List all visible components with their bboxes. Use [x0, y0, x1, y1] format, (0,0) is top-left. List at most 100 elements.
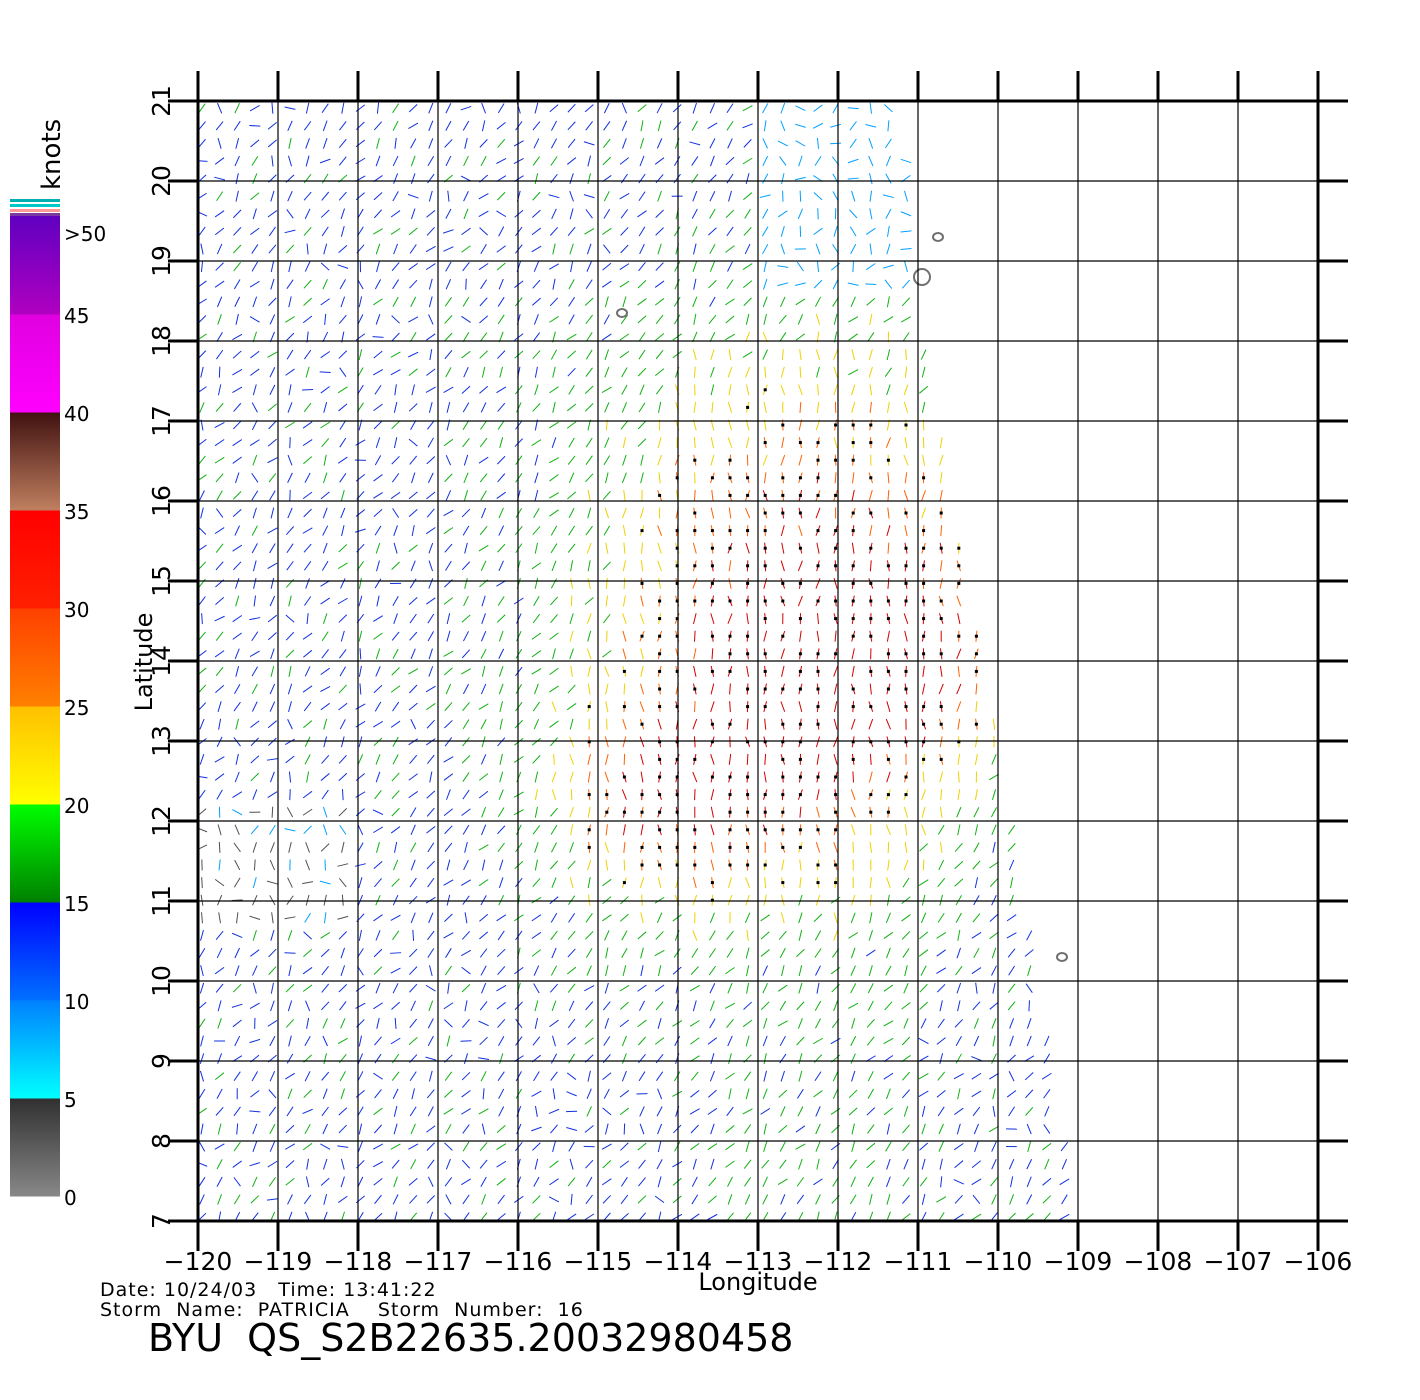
wind-vector	[691, 208, 698, 219]
wind-vector	[302, 790, 313, 799]
rain-flag	[728, 669, 732, 673]
wind-vector	[620, 244, 629, 254]
wind-vector	[534, 542, 539, 554]
wind-vector	[531, 632, 542, 640]
wind-vector	[972, 913, 981, 923]
wind-vector	[198, 684, 207, 694]
wind-vector	[515, 930, 523, 941]
wind-vector	[937, 912, 945, 923]
wind-vector	[1007, 1001, 1016, 1011]
wind-vector	[271, 102, 274, 114]
rain-flag	[904, 599, 908, 603]
wind-vector	[479, 1001, 488, 1011]
wind-vector	[373, 826, 383, 834]
wind-vector	[217, 894, 223, 906]
wind-vector	[462, 789, 470, 800]
wind-vector	[550, 614, 558, 624]
wind-vector	[498, 560, 504, 572]
rain-flag	[728, 529, 732, 533]
wind-vector	[551, 701, 557, 712]
wind-vector	[233, 701, 241, 712]
wind-vector	[443, 667, 453, 676]
wind-vector	[252, 384, 257, 396]
wind-vector	[604, 736, 609, 748]
wind-vector	[745, 173, 750, 185]
wind-vector	[781, 965, 785, 977]
wind-vector	[815, 243, 821, 255]
wind-vector	[531, 650, 542, 658]
wind-vector	[337, 1145, 349, 1148]
wind-vector	[215, 983, 224, 993]
latitude-tick-label: 18	[147, 325, 176, 357]
wind-vector	[319, 880, 331, 885]
wind-vector	[480, 279, 488, 290]
wind-vector	[781, 542, 785, 554]
wind-vector	[462, 702, 470, 712]
wind-vector	[728, 877, 732, 889]
wind-vector	[548, 457, 560, 464]
wind-vector	[566, 703, 577, 711]
wind-vector	[830, 1107, 841, 1115]
wind-vector	[287, 402, 293, 413]
wind-vector	[973, 1035, 980, 1047]
wind-vector	[337, 386, 348, 394]
wind-vector	[813, 192, 823, 201]
rain-flag	[675, 617, 679, 621]
wind-vector	[235, 595, 240, 607]
wind-vector	[253, 859, 256, 871]
rain-flag	[816, 458, 820, 462]
wind-vector	[250, 825, 259, 835]
wind-vector	[268, 1089, 277, 1099]
rain-flag	[886, 617, 890, 621]
wind-vector	[764, 753, 767, 765]
wind-vector	[673, 1124, 682, 1134]
wind-vector	[550, 543, 558, 554]
wind-vector	[833, 930, 839, 941]
wind-vector	[461, 1108, 471, 1115]
wind-vector	[496, 386, 507, 394]
wind-vector	[708, 279, 717, 289]
wind-vector	[321, 1106, 329, 1117]
wind-vector	[496, 210, 507, 218]
wind-vector	[709, 102, 716, 114]
wind-vector	[534, 806, 538, 818]
wind-vector	[707, 227, 717, 236]
rain-flag	[746, 845, 750, 849]
rain-flag	[746, 828, 750, 832]
wind-vector	[444, 315, 453, 324]
wind-vector	[426, 333, 436, 341]
rain-flag	[746, 810, 750, 814]
wind-vector	[954, 1194, 963, 1204]
wind-vector	[604, 753, 609, 765]
wind-vector	[604, 366, 610, 378]
wind-vector	[851, 824, 856, 836]
wind-vector	[1044, 1158, 1050, 1170]
wind-vector	[249, 650, 260, 657]
wind-vector	[726, 120, 734, 131]
wind-vector	[513, 140, 524, 147]
rain-flag	[798, 493, 802, 497]
wind-vector	[198, 1088, 206, 1099]
wind-vector	[515, 842, 523, 853]
wind-vector	[728, 753, 732, 765]
rain-flag	[763, 810, 767, 814]
wind-vector	[762, 138, 768, 149]
island	[932, 232, 944, 242]
wind-vector	[693, 313, 697, 325]
wind-vector	[566, 333, 577, 341]
wind-vector	[850, 806, 856, 818]
wind-vector	[745, 507, 751, 519]
wind-vector	[727, 613, 733, 624]
wind-vector	[654, 157, 665, 165]
wind-vector	[900, 316, 912, 323]
wind-vector	[266, 1198, 278, 1201]
wind-vector	[814, 156, 822, 166]
wind-vector	[234, 824, 240, 836]
wind-vector	[267, 791, 278, 798]
wind-vector	[551, 947, 557, 959]
wind-vector	[232, 491, 242, 500]
wind-vector	[390, 826, 401, 834]
wind-vector	[463, 208, 469, 220]
wind-vector	[886, 630, 890, 642]
wind-vector	[513, 914, 524, 922]
